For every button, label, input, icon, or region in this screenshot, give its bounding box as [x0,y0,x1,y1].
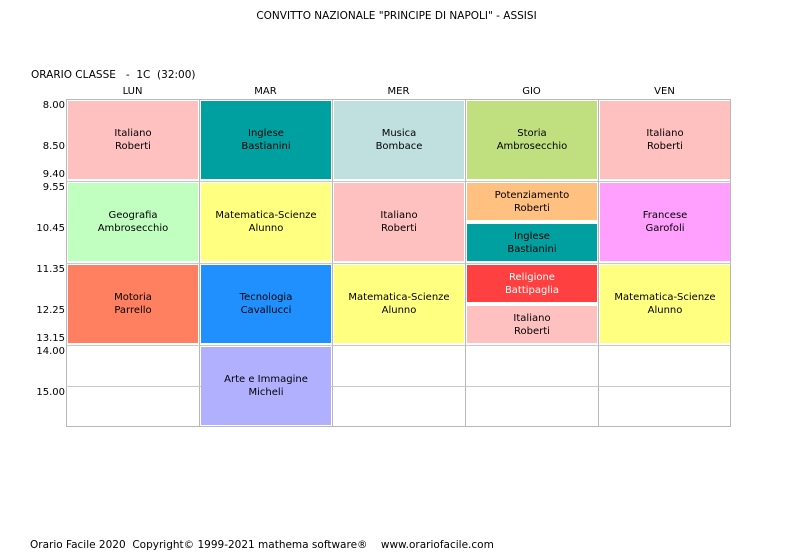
time-label: 10.45 [36,223,65,234]
grid-line [66,263,731,264]
lesson-cell[interactable]: Italiano Roberti [68,101,198,179]
time-label: 8.50 [42,141,65,152]
grid-line [66,181,731,182]
class-label: ORARIO CLASSE - 1C (32:00) [31,69,196,81]
day-header-gio: GIO [522,86,541,97]
lesson-cell[interactable]: Francese Garofoli [600,183,730,261]
lesson-cell[interactable]: Inglese Bastianini [201,101,331,179]
lesson-cell[interactable]: Matematica-Scienze Alunno [334,265,464,343]
lesson-cell[interactable]: Potenziamento Roberti [467,183,597,220]
time-label: 14.00 [36,346,65,357]
lesson-cell[interactable]: Musica Bombace [334,101,464,179]
day-header-ven: VEN [654,86,675,97]
lesson-cell[interactable]: Italiano Roberti [467,306,597,343]
day-header-mer: MER [387,86,410,97]
lesson-cell[interactable]: Italiano Roberti [600,101,730,179]
lesson-cell[interactable]: Matematica-Scienze Alunno [600,265,730,343]
lesson-cell[interactable]: Tecnologia Cavallucci [201,265,331,343]
time-label: 12.25 [36,305,65,316]
school-title: CONVITTO NAZIONALE "PRINCIPE DI NAPOLI" … [256,10,537,22]
lesson-cell[interactable]: Geografia Ambrosecchio [68,183,198,261]
lesson-cell[interactable]: Inglese Bastianini [467,224,597,261]
lesson-cell[interactable]: Religione Battipaglia [467,265,597,302]
time-label: 9.55 [42,182,65,193]
lesson-cell[interactable]: Matematica-Scienze Alunno [201,183,331,261]
time-label: 9.40 [42,169,65,180]
lesson-cell[interactable]: Arte e Immagine Micheli [201,347,331,425]
day-header-lun: LUN [122,86,143,97]
day-header-mar: MAR [254,86,277,97]
time-label: 13.15 [36,333,65,344]
lesson-cell[interactable]: Italiano Roberti [334,183,464,261]
grid-line [66,386,731,387]
time-label: 11.35 [36,264,65,275]
grid-line [66,345,731,346]
time-label: 15.00 [36,387,65,398]
time-label: 8.00 [42,100,65,111]
lesson-cell[interactable]: Motoria Parrello [68,265,198,343]
lesson-cell[interactable]: Storia Ambrosecchio [467,101,597,179]
footer-copyright: Orario Facile 2020 Copyright© 1999-2021 … [30,539,494,551]
